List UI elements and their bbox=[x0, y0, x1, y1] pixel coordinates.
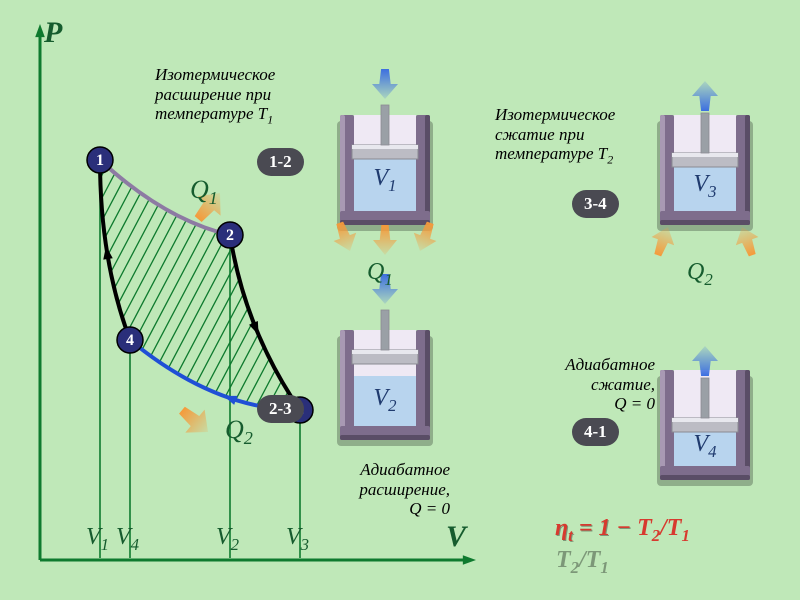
stage-badge-4-1: 4-1 bbox=[572, 418, 619, 446]
tick-v1: V1 bbox=[86, 524, 109, 555]
caption-c12: Изотермическоерасширение притемпературе … bbox=[155, 65, 275, 127]
cylinder-q-label: Q2 bbox=[687, 259, 713, 290]
cylinder-volume-label: V2 bbox=[354, 385, 416, 416]
tick-v3: V3 bbox=[286, 524, 309, 555]
svg-text:4: 4 bbox=[126, 332, 134, 349]
graph-q-label-q1: Q1 bbox=[190, 175, 218, 209]
svg-text:1: 1 bbox=[96, 152, 104, 169]
tick-v2: V2 bbox=[216, 524, 239, 555]
cylinder-q-label: Q1 bbox=[367, 259, 393, 290]
axis-label-v: V bbox=[446, 520, 466, 554]
cylinder-volume-label: V4 bbox=[674, 431, 736, 462]
cylinder-volume-label: V3 bbox=[674, 171, 736, 202]
axis-label-p: P bbox=[44, 16, 62, 50]
cylinder-volume-label: V1 bbox=[354, 165, 416, 196]
svg-text:2: 2 bbox=[226, 227, 234, 244]
stage-badge-1-2: 1-2 bbox=[257, 148, 304, 176]
stage-badge-3-4: 3-4 bbox=[572, 190, 619, 218]
graph-q-label-q2: Q2 bbox=[225, 415, 253, 449]
stage-badge-2-3: 2-3 bbox=[257, 395, 304, 423]
tick-v4: V4 bbox=[116, 524, 139, 555]
caption-c34: Изотермическоесжатие притемпературе T2 bbox=[495, 105, 615, 167]
efficiency-formula: ηt = 1 − T2/T1ηt = 1 − T2/T1 bbox=[555, 515, 690, 546]
caption-c23: Адиабатноерасширение,Q = 0 bbox=[310, 460, 450, 519]
caption-c41: Адиабатноесжатие,Q = 0 bbox=[540, 355, 655, 414]
